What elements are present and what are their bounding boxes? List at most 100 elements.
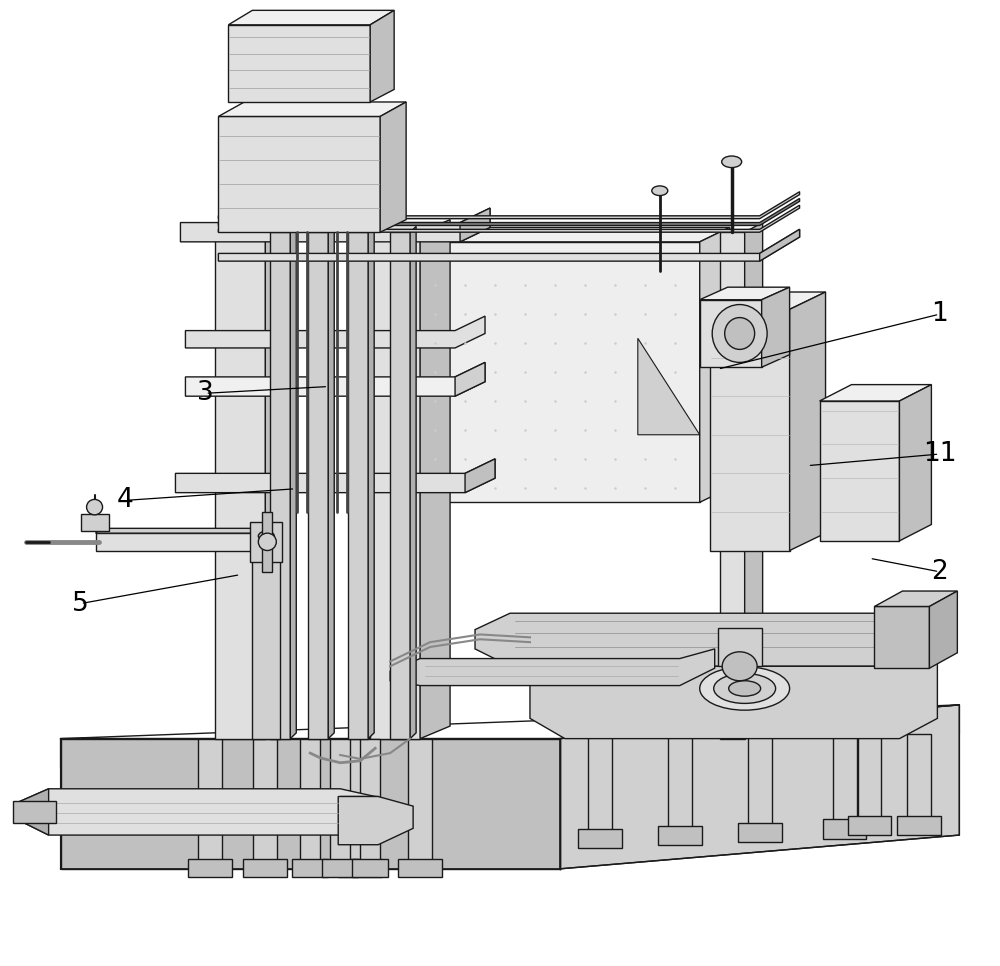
Polygon shape [228, 25, 370, 102]
Text: 1: 1 [931, 301, 948, 327]
Polygon shape [81, 514, 109, 531]
Polygon shape [250, 522, 282, 562]
Ellipse shape [722, 156, 742, 167]
Text: 11: 11 [923, 441, 956, 468]
Polygon shape [748, 731, 772, 827]
Polygon shape [13, 802, 56, 822]
Polygon shape [668, 734, 692, 831]
Polygon shape [658, 826, 702, 845]
Polygon shape [348, 739, 372, 864]
Polygon shape [710, 292, 826, 309]
Polygon shape [700, 299, 762, 367]
Polygon shape [270, 232, 290, 739]
Polygon shape [243, 859, 287, 876]
Polygon shape [790, 292, 826, 551]
Polygon shape [897, 816, 941, 835]
Polygon shape [218, 229, 800, 261]
Polygon shape [228, 11, 394, 25]
Polygon shape [370, 232, 420, 739]
Polygon shape [96, 533, 270, 551]
Polygon shape [218, 198, 800, 225]
Polygon shape [308, 232, 328, 739]
Polygon shape [390, 232, 410, 739]
Ellipse shape [258, 531, 274, 541]
Polygon shape [410, 226, 416, 739]
Polygon shape [198, 739, 222, 864]
Polygon shape [823, 819, 866, 838]
Polygon shape [188, 859, 232, 876]
Polygon shape [265, 219, 295, 739]
Polygon shape [360, 739, 380, 864]
Text: 4: 4 [117, 488, 134, 513]
Polygon shape [820, 401, 899, 541]
Ellipse shape [258, 533, 276, 551]
Polygon shape [368, 226, 374, 739]
Ellipse shape [729, 681, 761, 696]
Polygon shape [330, 739, 350, 864]
Polygon shape [215, 232, 265, 739]
Polygon shape [218, 117, 380, 232]
Polygon shape [218, 102, 406, 117]
Polygon shape [370, 11, 394, 102]
Ellipse shape [725, 318, 755, 350]
Polygon shape [185, 316, 485, 348]
Polygon shape [720, 232, 745, 739]
Polygon shape [560, 705, 959, 868]
Polygon shape [833, 727, 857, 824]
Polygon shape [408, 739, 432, 864]
Ellipse shape [722, 652, 757, 681]
Polygon shape [588, 737, 612, 834]
Polygon shape [700, 287, 790, 299]
Polygon shape [700, 227, 730, 502]
Polygon shape [578, 829, 622, 848]
Polygon shape [718, 628, 762, 667]
Polygon shape [420, 227, 730, 242]
Ellipse shape [87, 499, 103, 515]
Polygon shape [380, 102, 406, 232]
Polygon shape [16, 789, 375, 835]
Polygon shape [328, 226, 334, 739]
Polygon shape [253, 739, 277, 864]
Polygon shape [61, 705, 959, 768]
Polygon shape [820, 384, 931, 401]
Polygon shape [175, 459, 495, 493]
Polygon shape [16, 789, 49, 835]
Polygon shape [96, 528, 275, 533]
Polygon shape [899, 384, 931, 541]
Polygon shape [338, 859, 382, 876]
Polygon shape [390, 649, 715, 686]
Polygon shape [420, 219, 450, 739]
Ellipse shape [700, 667, 790, 710]
Ellipse shape [652, 185, 668, 195]
Polygon shape [218, 191, 800, 218]
Polygon shape [322, 859, 358, 876]
Polygon shape [929, 591, 957, 668]
Polygon shape [398, 859, 442, 876]
Polygon shape [420, 242, 700, 502]
Polygon shape [352, 859, 388, 876]
Polygon shape [907, 734, 931, 820]
Polygon shape [738, 822, 782, 841]
Polygon shape [61, 739, 560, 868]
Polygon shape [858, 734, 881, 820]
Polygon shape [455, 362, 485, 396]
Polygon shape [300, 739, 320, 864]
Text: 3: 3 [197, 381, 214, 407]
Polygon shape [762, 287, 790, 367]
Polygon shape [760, 229, 800, 261]
Polygon shape [292, 859, 328, 876]
Polygon shape [874, 607, 929, 668]
Polygon shape [465, 459, 495, 493]
Polygon shape [848, 816, 891, 835]
Polygon shape [745, 222, 763, 739]
Polygon shape [252, 541, 280, 739]
Polygon shape [290, 226, 296, 739]
Polygon shape [638, 338, 700, 435]
Polygon shape [460, 208, 490, 242]
Text: 2: 2 [931, 558, 948, 584]
Polygon shape [185, 362, 485, 396]
Polygon shape [874, 591, 957, 607]
Ellipse shape [712, 304, 767, 362]
Polygon shape [710, 309, 790, 551]
Polygon shape [530, 661, 937, 739]
